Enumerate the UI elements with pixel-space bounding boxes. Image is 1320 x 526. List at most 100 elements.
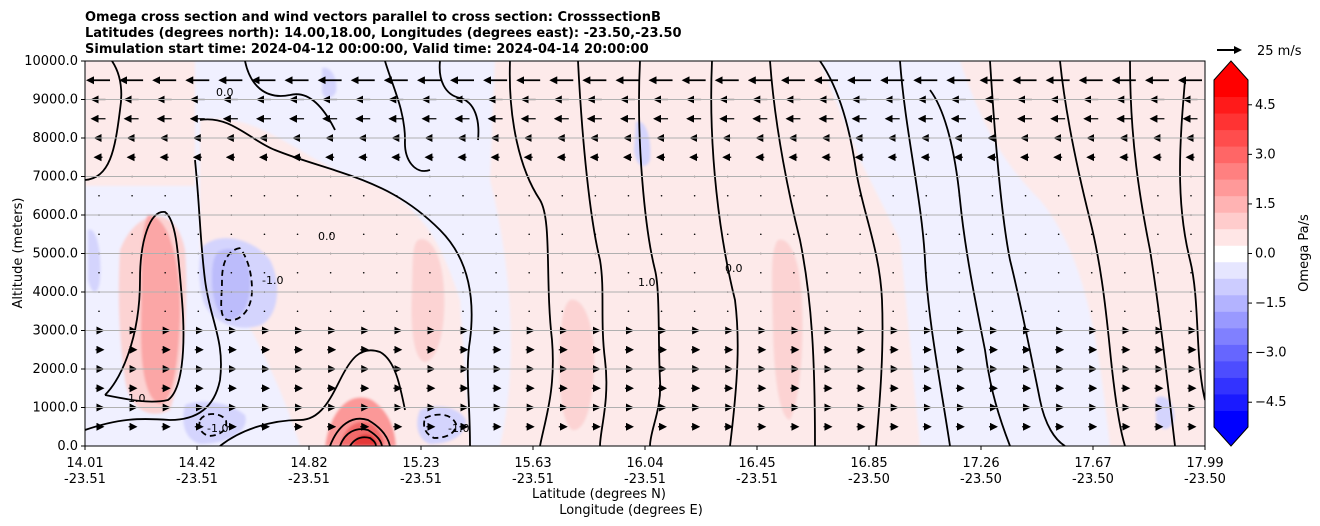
contour-line [819,61,884,446]
wind-vector-calm [925,194,928,197]
wind-vector-calm [1157,310,1159,313]
colorbar-band [1214,278,1248,296]
wind-vector-calm [1190,194,1192,197]
x-axis-label-longitude: Longitude (degrees E) [559,503,703,518]
wind-vector-calm [991,194,994,197]
x-tick-label-lat: 17.26 [962,456,999,471]
omega-patch [85,61,195,186]
wind-vector-calm [991,271,994,274]
wind-vector-calm [131,233,133,236]
wind-vector-calm [859,233,861,236]
wind-vector-calm [396,271,398,274]
wind-vector-calm [1157,271,1159,274]
quiver-key: 25 m/s [1217,44,1302,59]
colorbar-band [1214,212,1248,230]
colorbar-band [1214,410,1248,428]
wind-vector-calm [396,194,398,197]
wind-vector-calm [1157,233,1159,236]
wind-vector-calm [495,310,497,313]
y-tick-label: 9000.0 [33,93,79,108]
wind-vector-calm [1190,271,1192,274]
x-tick-label-lon: -23.50 [960,472,1002,487]
x-tick-label-lon: -23.51 [64,472,106,487]
wind-vector-calm [230,233,233,236]
x-tick-label-lat: 15.23 [402,456,439,471]
wind-vector-calm [495,233,497,236]
colorbar-min-extension [1214,427,1248,446]
wind-vector-calm [396,310,398,313]
wind-vector-calm [793,194,795,197]
colorbar-band [1214,360,1248,378]
colorbar-band [1214,344,1248,362]
wind-vector-calm [296,271,299,274]
wind-vector-calm [164,310,166,313]
x-tick-label-lon: -23.51 [288,472,330,487]
wind-vector-calm [1057,233,1060,236]
colorbar-band [1214,113,1248,131]
wind-vector-calm [561,271,564,274]
wind-vector-calm [627,233,630,236]
contour-line-negative [220,247,253,322]
wind-vector-calm [726,194,729,197]
omega-patch [140,215,181,404]
wind-vector-calm [760,271,762,274]
colorbar-tick-label: 0.0 [1255,247,1276,262]
wind-vector-calm [627,271,630,274]
wind-vector-calm [528,194,530,197]
contour-label: -1.0 [207,422,228,435]
wind-vector-calm [793,233,795,236]
contour-line [349,436,377,446]
contour-line-negative [423,413,457,439]
x-tick-label-lat: 14.01 [66,456,103,471]
colorbar-tick-label: 4.5 [1255,98,1276,113]
wind-vector-calm [528,271,530,274]
wind-vector-calm [693,271,696,274]
wind-vector-calm [197,310,200,313]
colorbar-tick-label: −1.5 [1255,296,1287,311]
x-tick-label-lon: -23.51 [400,472,442,487]
colorbar-band [1214,195,1248,213]
wind-vector-calm [462,271,464,274]
wind-vector-calm [826,310,828,313]
wind-vector-calm [925,310,928,313]
omega-patch [772,239,803,420]
quiver-key-label: 25 m/s [1257,44,1302,59]
contour-line [577,61,608,446]
wind-vector-calm [230,271,233,274]
x-tick-label-lon: -23.51 [176,472,218,487]
wind-vector-calm [197,194,200,197]
wind-vector-calm [726,271,729,274]
wind-vector-calm [429,310,431,313]
wind-vector-calm [362,233,365,236]
x-tick-label-lat: 14.82 [290,456,327,471]
colorbar-band [1214,294,1248,312]
colorbar-band [1214,261,1248,279]
wind-vector-calm [726,310,729,313]
wind-vector-calm [561,233,564,236]
wind-vector-calm [859,310,861,313]
x-tick-label-lat: 16.85 [850,456,887,471]
wind-vector-calm [362,194,365,197]
wind-vector-calm [892,194,894,197]
wind-vector-calm [760,194,762,197]
colorbar-band [1214,179,1248,197]
wind-vector-calm [131,271,133,274]
wind-vector-calm [1190,310,1192,313]
wind-vector-calm [362,271,365,274]
wind-vector-calm [263,310,266,313]
wind-vector-calm [660,310,663,313]
wind-vector-calm [1124,310,1126,313]
contour-label: 1.0 [638,276,656,289]
chart-title-line-2: Latitudes (degrees north): 14.00,18.00, … [85,26,682,41]
x-tick-label-lon: -23.50 [848,472,890,487]
wind-vector-calm [1024,310,1027,313]
wind-vector-calm [859,194,861,197]
wind-vector-calm [793,310,795,313]
contour-line-negative [198,413,228,437]
wind-vector-calm [429,194,431,197]
colorbar-tick-label: −4.5 [1255,395,1287,410]
wind-vector-calm [1057,310,1060,313]
wind-vector-calm [693,233,696,236]
omega-patch [634,121,651,166]
contour-line [1179,79,1205,401]
